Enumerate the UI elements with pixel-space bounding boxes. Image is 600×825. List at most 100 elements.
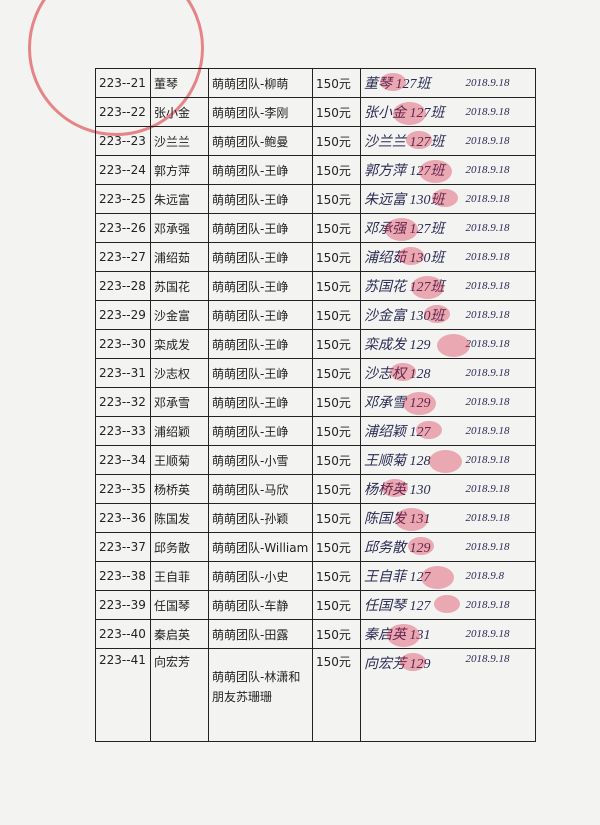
name: 向宏芳 (150, 648, 209, 742)
date: 2018.9.18 (462, 358, 536, 388)
amount: 150元 (312, 300, 361, 330)
name: 王顺菊 (150, 445, 209, 475)
team: 萌萌团队-王峥 (208, 300, 313, 330)
record-id: 223--23 (95, 126, 151, 156)
table-row: 223--27 浦绍茹 萌萌团队-王峥 150元 浦绍茹 130班 2018.9.18 (95, 242, 536, 272)
team: 萌萌团队-王峥 (208, 358, 313, 388)
table-row: 223--40 秦启英 萌萌团队-田露 150元 秦启英 131 2018.9.18 (95, 619, 536, 649)
signature: 苏国花 127班 (360, 271, 463, 301)
amount: 150元 (312, 68, 361, 98)
date: 2018.9.18 (462, 126, 536, 156)
record-id: 223--24 (95, 155, 151, 185)
name: 浦绍颖 (150, 416, 209, 446)
name: 沙兰兰 (150, 126, 209, 156)
date: 2018.9.18 (462, 97, 536, 127)
fingerprint (393, 101, 426, 125)
fingerprint (411, 275, 444, 299)
team: 萌萌团队-李刚 (208, 97, 313, 127)
team: 萌萌团队-王峥 (208, 155, 313, 185)
table-row: 223--24 郭方萍 萌萌团队-王峥 150元 郭方萍 127班 2018.9.18 (95, 155, 536, 185)
signature: 杨桥英 130 (360, 474, 463, 504)
record-id: 223--30 (95, 329, 151, 359)
name: 沙志权 (150, 358, 209, 388)
record-id: 223--21 (95, 68, 151, 98)
record-id: 223--34 (95, 445, 151, 475)
record-id: 223--33 (95, 416, 151, 446)
team: 萌萌团队-柳萌 (208, 68, 313, 98)
fingerprint (424, 304, 450, 323)
fingerprint (429, 449, 462, 473)
record-id: 223--40 (95, 619, 151, 649)
date: 2018.9.18 (462, 242, 536, 272)
date: 2018.9.18 (462, 271, 536, 301)
name: 邱务散 (150, 532, 209, 562)
date: 2018.9.18 (462, 184, 536, 214)
name: 邓承强 (150, 213, 209, 243)
signature: 栾成发 129 (360, 329, 463, 359)
table-row: 223--31 沙志权 萌萌团队-王峥 150元 沙志权 128 2018.9.18 (95, 358, 536, 388)
amount: 150元 (312, 590, 361, 620)
date: 2018.9.18 (462, 474, 536, 504)
date: 2018.9.18 (462, 329, 536, 359)
date: 2018.9.18 (462, 387, 536, 417)
table-row: 223--23 沙兰兰 萌萌团队-鲍曼 150元 沙兰兰 127班 2018.9.18 (95, 126, 536, 156)
team: 萌萌团队-鲍曼 (208, 126, 313, 156)
signature: 沙兰兰 127班 (360, 126, 463, 156)
date: 2018.9.18 (462, 590, 536, 620)
table-row: 223--32 邓承雪 萌萌团队-王峥 150元 邓承雪 129 2018.9.18 (95, 387, 536, 417)
name: 董琴 (150, 68, 209, 98)
name: 王自菲 (150, 561, 209, 591)
name: 任国琴 (150, 590, 209, 620)
fingerprint (398, 246, 424, 265)
table-row: 223--35 杨桥英 萌萌团队-马欣 150元 杨桥英 130 2018.9.18 (95, 474, 536, 504)
table-row: 223--33 浦绍颖 萌萌团队-王峥 150元 浦绍颖 127 2018.9.18 (95, 416, 536, 446)
name: 张小金 (150, 97, 209, 127)
signature: 任国琴 127 (360, 590, 463, 620)
signature: 浦绍颖 127 (360, 416, 463, 446)
signature: 董琴 127班 (360, 68, 463, 98)
record-id: 223--41 (95, 648, 151, 742)
team: 萌萌团队-田露 (208, 619, 313, 649)
name: 邓承雪 (150, 387, 209, 417)
name: 杨桥英 (150, 474, 209, 504)
table-row: 223--25 朱远富 萌萌团队-王峥 150元 朱远富 130班 2018.9.18 (95, 184, 536, 214)
team: 萌萌团队-小雪 (208, 445, 313, 475)
table-row: 223--29 沙金富 萌萌团队-王峥 150元 沙金富 130班 2018.9.18 (95, 300, 536, 330)
record-id: 223--35 (95, 474, 151, 504)
fingerprint (382, 478, 408, 497)
fingerprint (437, 333, 470, 357)
fingerprint (421, 565, 454, 589)
signature: 陈国发 131 (360, 503, 463, 533)
team: 萌萌团队-王峥 (208, 184, 313, 214)
amount: 150元 (312, 503, 361, 533)
signature: 张小金 127班 (360, 97, 463, 127)
record-id: 223--38 (95, 561, 151, 591)
signature-table: 223--21 董琴 萌萌团队-柳萌 150元 董琴 127班 2018.9.18 223-… (95, 68, 536, 742)
amount: 150元 (312, 648, 361, 742)
amount: 150元 (312, 213, 361, 243)
fingerprint (416, 420, 442, 439)
record-id: 223--28 (95, 271, 151, 301)
team: 萌萌团队-王峥 (208, 271, 313, 301)
signature: 浦绍茹 130班 (360, 242, 463, 272)
date: 2018.9.8 (462, 561, 536, 591)
name: 沙金富 (150, 300, 209, 330)
name: 陈国发 (150, 503, 209, 533)
name: 秦启英 (150, 619, 209, 649)
table-row: 223--21 董琴 萌萌团队-柳萌 150元 董琴 127班 2018.9.18 (95, 68, 536, 98)
date: 2018.9.18 (462, 155, 536, 185)
team: 萌萌团队-孙颖 (208, 503, 313, 533)
fingerprint (380, 72, 406, 91)
team: 萌萌团队-车静 (208, 590, 313, 620)
name: 朱远富 (150, 184, 209, 214)
team: 萌萌团队-王峥 (208, 387, 313, 417)
fingerprint (395, 507, 428, 531)
amount: 150元 (312, 126, 361, 156)
table-row: 223--26 邓承强 萌萌团队-王峥 150元 邓承强 127班 2018.9.18 (95, 213, 536, 243)
record-id: 223--32 (95, 387, 151, 417)
team: 萌萌团队-马欣 (208, 474, 313, 504)
signature: 秦启英 131 (360, 619, 463, 649)
amount: 150元 (312, 184, 361, 214)
fingerprint (406, 130, 432, 149)
